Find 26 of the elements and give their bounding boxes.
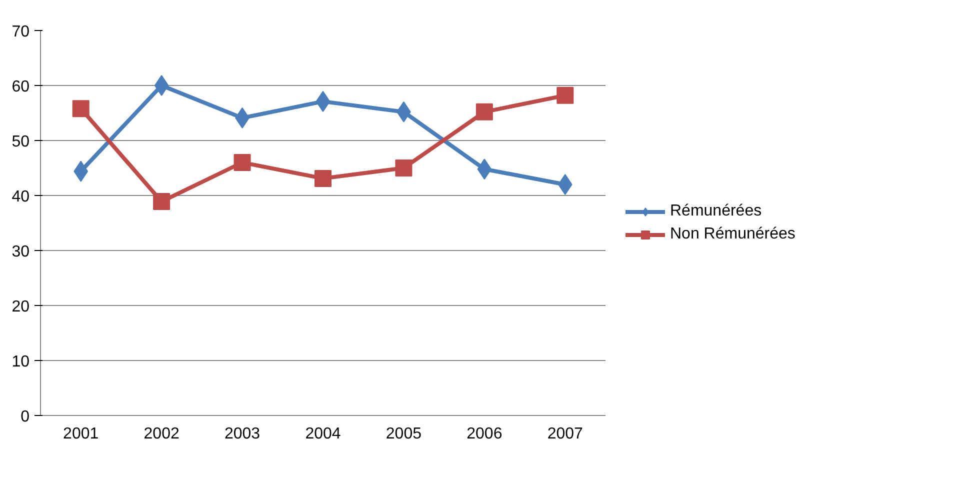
point <box>558 174 572 195</box>
x-tick-label: 2004 <box>305 426 341 442</box>
y-tick-label: 40 <box>12 188 30 206</box>
x-tick-label: 2002 <box>144 426 180 442</box>
y-tick-label: 70 <box>12 24 30 40</box>
point <box>556 86 574 104</box>
y-tick-label: 20 <box>12 298 30 316</box>
x-tick-label: 2006 <box>466 426 502 442</box>
point <box>154 75 169 96</box>
y-tick-label: 10 <box>12 354 30 370</box>
x-tick-label: 2001 <box>63 426 99 442</box>
x-tick-label: 2005 <box>386 426 422 442</box>
point <box>153 193 170 210</box>
point <box>395 160 412 176</box>
legend-label: Non Rémunérées <box>670 225 796 243</box>
y-tick-label: 50 <box>12 134 30 150</box>
y-tick-label: 30 <box>12 244 30 260</box>
x-tick-label: 2003 <box>224 426 260 442</box>
y-tick-label: 0 <box>20 408 30 426</box>
x-tick-label: 2007 <box>547 426 584 442</box>
point <box>234 154 251 171</box>
legend-label: Rémunérées <box>670 202 762 220</box>
point <box>314 170 332 187</box>
y-tick-label: 60 <box>12 78 30 96</box>
point <box>72 100 90 118</box>
point <box>476 103 493 120</box>
